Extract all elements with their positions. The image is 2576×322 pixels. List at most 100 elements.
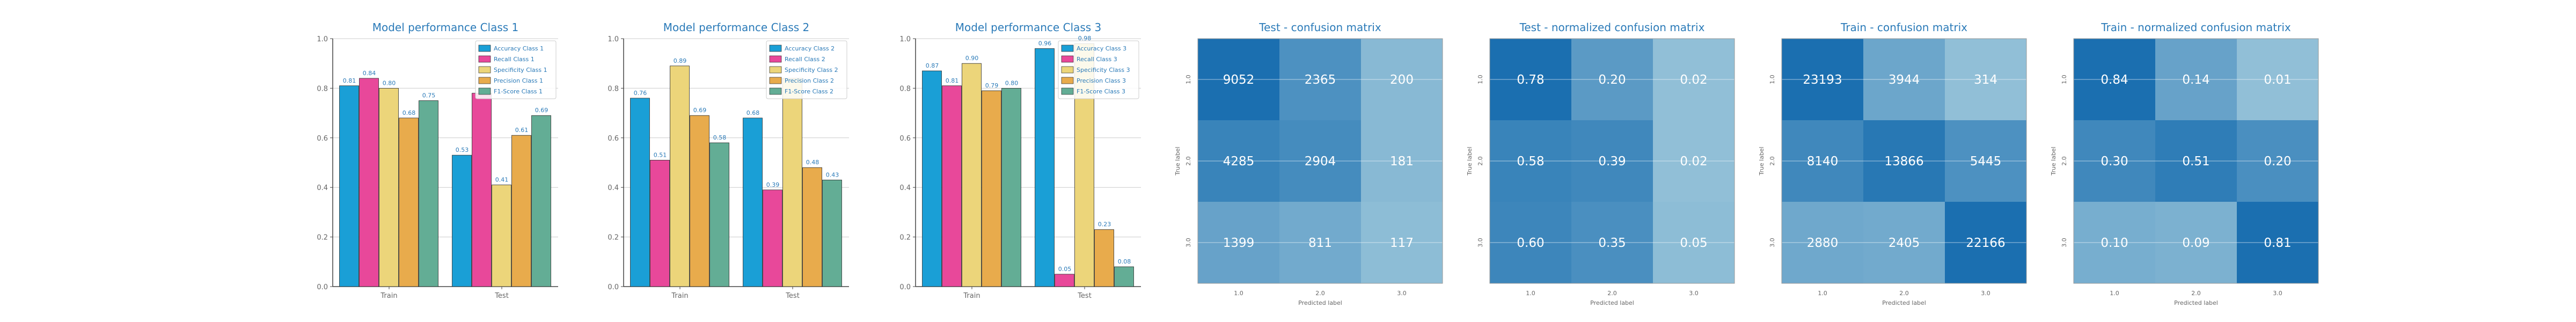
bar-test-series-2 [763, 189, 782, 287]
bar-test-series-2 [472, 93, 492, 287]
y-tick-label: 1.0 [1477, 75, 1484, 84]
bar-train-series-2 [359, 78, 379, 287]
bar-test-series-1 [1035, 48, 1055, 287]
heatmap-cell-value: 23193 [1803, 73, 1842, 87]
heatmap-cell-value: 181 [1390, 155, 1414, 169]
x-tick-label: 1.0 [2110, 290, 2119, 297]
bar-value-label: 0.53 [456, 147, 469, 153]
y-tick-label: 0.0 [899, 283, 911, 291]
bar-value-label: 0.75 [422, 92, 436, 99]
y-tick-label: 3.0 [2061, 238, 2068, 247]
y-tick-label: 0.8 [608, 85, 619, 93]
heatmap-cell-value: 1399 [1223, 236, 1255, 250]
y-tick-label: 1.0 [1185, 75, 1192, 84]
legend-swatch [1061, 45, 1074, 52]
bar-train-series-4 [399, 118, 419, 287]
y-tick-label: 1.0 [608, 35, 619, 43]
legend-swatch [769, 87, 782, 95]
heatmap-cell-value: 0.20 [1598, 73, 1626, 87]
legend-label: F1-Score Class 1 [494, 88, 543, 95]
x-tick-label: Train [963, 292, 980, 300]
legend-swatch [769, 55, 782, 63]
legend-label: Recall Class 2 [785, 56, 825, 63]
heatmap-cell-value: 2880 [1807, 236, 1839, 250]
bar-value-label: 0.68 [402, 109, 416, 116]
y-tick-label: 2.0 [1185, 156, 1192, 166]
heatmap-cell-value: 0.14 [2182, 73, 2209, 87]
x-tick-label: Train [380, 292, 397, 300]
legend-label: F1-Score Class 3 [1077, 88, 1125, 95]
bar-value-label: 0.96 [1038, 40, 1052, 47]
heatmap-cell-value: 0.81 [2264, 236, 2291, 250]
heatmap-cell-value: 0.30 [2101, 155, 2128, 169]
bar-train-series-4 [982, 90, 1001, 287]
heatmap-cell-value: 8140 [1807, 155, 1839, 169]
x-axis-label: Predicted label [1590, 299, 1634, 306]
heatmap-cell-value: 4285 [1223, 155, 1255, 169]
bar-value-label: 0.41 [495, 177, 509, 184]
bar-value-label: 0.98 [1078, 35, 1092, 42]
chart-title: Test - confusion matrix [1258, 21, 1381, 34]
bar-train-series-2 [650, 159, 670, 287]
x-tick-label: 1.0 [1234, 290, 1243, 297]
bar-value-label: 0.79 [985, 82, 999, 89]
heatmap-cell-value: 0.60 [1517, 236, 1544, 250]
bar-train-series-1 [630, 98, 650, 287]
x-tick-label: Test [494, 292, 509, 300]
heatmap-cell-value: 0.02 [1680, 155, 1707, 169]
heatmap-cell-value: 0.20 [2264, 155, 2291, 169]
x-tick-label: 2.0 [2191, 290, 2201, 297]
x-tick-label: Test [785, 292, 800, 300]
bar-train-series-2 [942, 85, 962, 287]
bar-value-label: 0.61 [515, 127, 529, 134]
heatmap-cell-value: 3944 [1889, 73, 1920, 87]
bar-test-series-4 [1094, 229, 1114, 287]
x-tick-label: 2.0 [1899, 290, 1909, 297]
bar-value-label: 0.51 [654, 151, 667, 158]
legend-swatch [769, 66, 782, 74]
heatmap-frame [1489, 38, 1735, 284]
x-axis-label: Predicted label [1298, 299, 1342, 306]
y-tick-label: 0.4 [608, 184, 619, 192]
legend-label: F1-Score Class 2 [785, 88, 833, 95]
bar-test-series-4 [511, 135, 531, 287]
heatmap-cell-value: 2365 [1305, 73, 1336, 87]
y-axis-label: True label [1174, 147, 1181, 175]
chart-title: Test - normalized confusion matrix [1519, 21, 1705, 34]
bar-value-label: 0.80 [383, 79, 396, 86]
heatmap-cell-value: 0.09 [2182, 236, 2209, 250]
x-tick-label: 2.0 [1315, 290, 1325, 297]
x-tick-label: 3.0 [1981, 290, 1990, 297]
y-tick-label: 0.0 [608, 283, 619, 291]
legend-swatch [769, 77, 782, 84]
heatmap-cell-value: 200 [1390, 73, 1414, 87]
heatmap-frame [1781, 38, 2027, 284]
chart-title: Model performance Class 2 [663, 21, 810, 34]
legend-label: Recall Class 3 [1077, 56, 1117, 63]
legend-box [1058, 40, 1139, 99]
y-tick-label: 3.0 [1769, 238, 1776, 247]
x-tick-label: 3.0 [1689, 290, 1699, 297]
legend-swatch [478, 87, 491, 95]
heatmap-cell-value: 22166 [1966, 236, 2005, 250]
bar-value-label: 0.76 [634, 90, 647, 97]
bar-test-series-5 [531, 115, 551, 287]
legend-box [766, 40, 847, 99]
legend-label: Specificity Class 2 [785, 67, 838, 74]
bar-train-series-1 [922, 70, 942, 287]
bar-train-series-4 [690, 115, 709, 287]
chart-title: Model performance Class 3 [955, 21, 1102, 34]
y-tick-label: 0.8 [317, 85, 328, 93]
heatmap-cell-value: 9052 [1223, 73, 1255, 87]
y-tick-label: 0.2 [317, 234, 328, 242]
chart-title: Train - confusion matrix [1840, 21, 1967, 34]
bar-value-label: 0.89 [674, 57, 687, 64]
heatmap-chart-1: Test - confusion matrix 9052 2365 200 4285 29… [1174, 21, 1443, 306]
bar-train-series-5 [709, 142, 729, 287]
bar-value-label: 0.08 [1118, 258, 1131, 265]
heatmap-cell-value: 0.51 [2182, 155, 2209, 169]
heatmap-cell-value: 0.10 [2101, 236, 2128, 250]
bar-value-label: 0.87 [926, 62, 939, 69]
legend-swatch [1061, 87, 1074, 95]
